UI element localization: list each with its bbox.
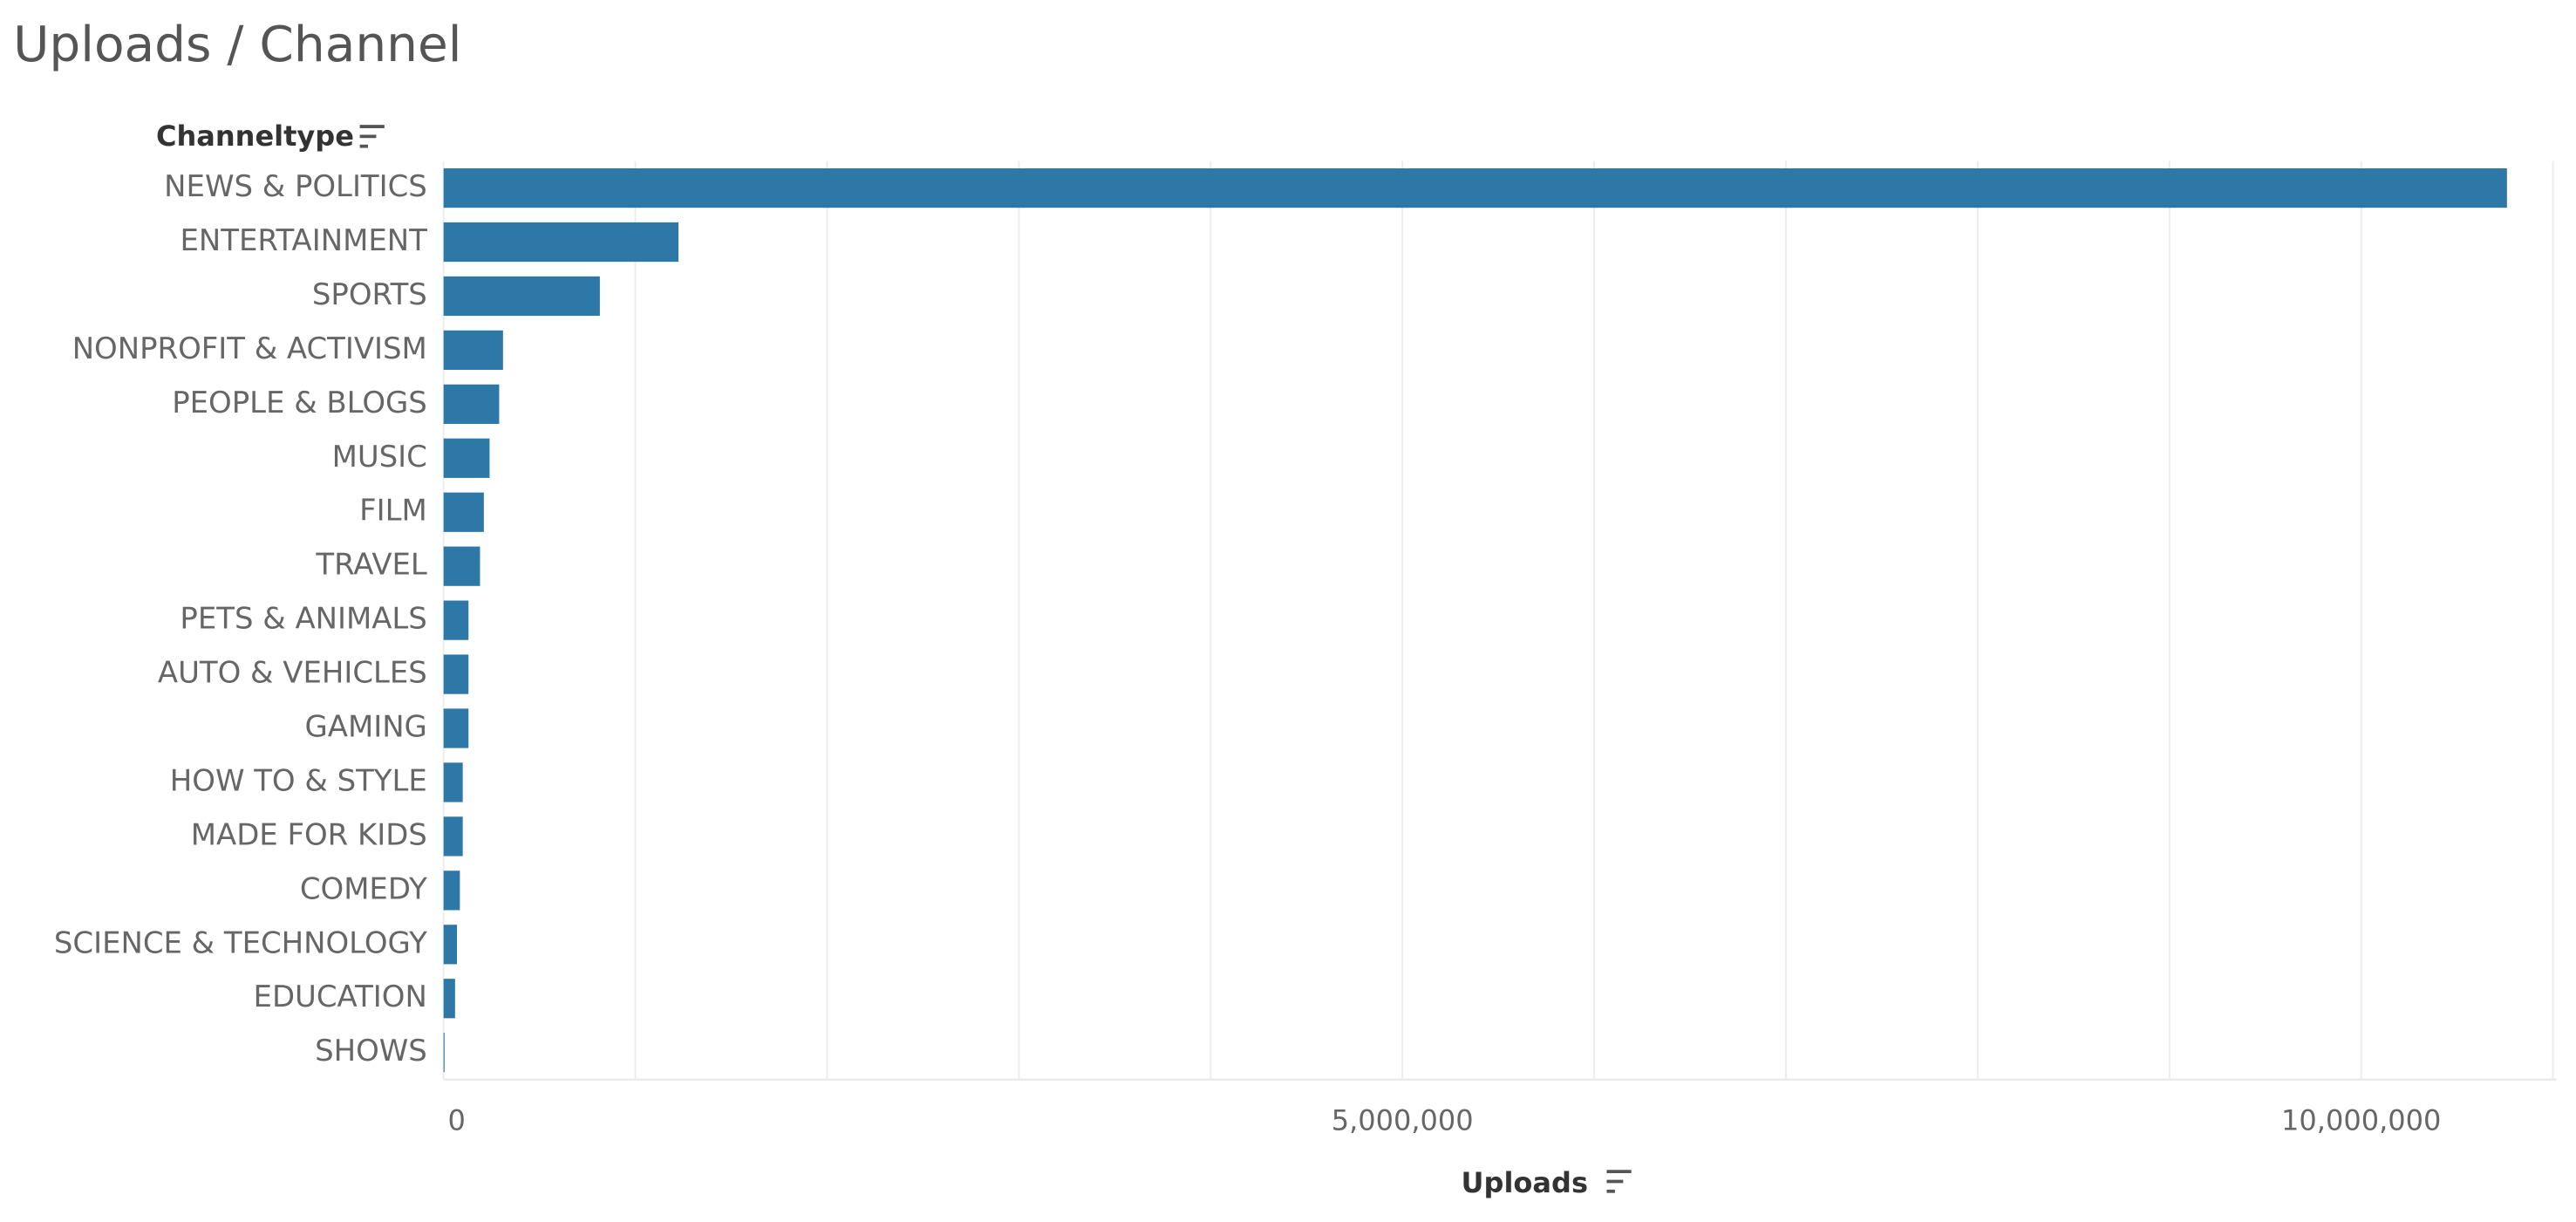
bar [443,330,503,371]
x-tick-label: 5,000,000 [1332,1104,1474,1137]
y-tick-label: PEOPLE & BLOGS [172,386,427,420]
y-tick-label: AUTO & VEHICLES [158,656,427,690]
bar [443,384,500,424]
bar [443,870,460,911]
x-axis-label: Uploads [1462,1166,1588,1199]
bar [443,708,469,748]
y-tick-label: TRAVEL [315,548,426,582]
bar [443,762,463,802]
sort-icon [359,125,385,148]
bar [443,925,458,965]
y-tick-label: SCIENCE & TECHNOLOGY [54,925,427,959]
y-tick-label: HOW TO & STYLE [170,763,427,797]
y-tick-label: PETS & ANIMALS [180,602,426,636]
sort-icon [1606,1170,1632,1193]
y-tick-label: GAMING [305,710,427,744]
bar [443,600,469,640]
y-tick-label: MADE FOR KIDS [191,817,427,851]
bar [443,979,455,1019]
bar [443,438,490,478]
chart-title: Uploads / Channel [13,17,461,73]
bar [443,654,469,694]
y-tick-label: SHOWS [315,1034,427,1068]
y-tick-label: ENTERTAINMENT [181,223,428,257]
y-tick-label: MUSIC [332,440,427,474]
bar [443,1033,445,1073]
y-axis-label: Channeltype [156,119,354,153]
bar [443,546,480,586]
y-tick-label: SPORTS [312,277,427,311]
y-tick-label: FILM [359,494,427,528]
bar [443,816,463,857]
y-tick-label: COMEDY [300,871,427,905]
y-tick-label: EDUCATION [254,980,427,1014]
bar [443,222,679,263]
y-tick-label: NEWS & POLITICS [164,169,427,203]
x-tick-label: 0 [448,1104,466,1137]
y-tick-label: NONPROFIT & ACTIVISM [72,331,427,365]
bar [443,276,600,317]
bar [443,167,2507,208]
bar [443,492,484,532]
x-tick-label: 10,000,000 [2281,1104,2441,1137]
